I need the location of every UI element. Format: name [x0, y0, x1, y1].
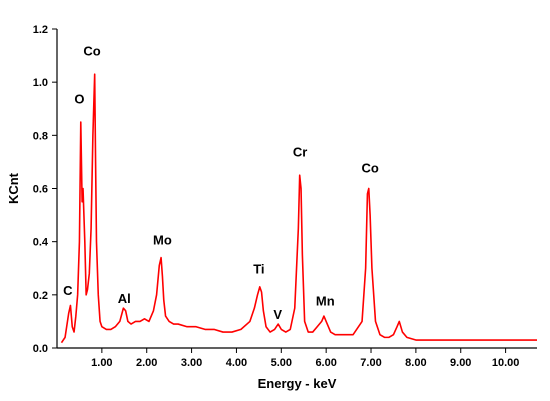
y-axis-ticks: 0.0 0.2 0.4 0.6 0.8 1.0 1.2	[33, 24, 57, 355]
x-tick-label: 5.00	[271, 357, 292, 369]
y-axis-title: KCnt	[6, 172, 21, 204]
x-tick-label: 2.00	[136, 357, 157, 369]
x-tick-label: 3.00	[181, 357, 202, 369]
peak-label-co: Co	[361, 161, 378, 176]
x-tick-label: 4.00	[226, 357, 247, 369]
y-tick-label: 0.4	[33, 237, 49, 249]
spectrum-line	[60, 73, 537, 344]
x-tick-label: 7.00	[360, 357, 381, 369]
peak-label-co: Co	[83, 44, 100, 59]
x-tick-label: 6.00	[315, 357, 336, 369]
x-tick-label: 10.00	[492, 357, 520, 369]
x-tick-label: 9.00	[450, 357, 471, 369]
y-tick-label: 0.8	[33, 130, 48, 142]
x-axis-ticks: 1.00 2.00 3.00 4.00 5.00 6.00 7.00 8.00 9.00 10.0…	[91, 348, 519, 369]
peak-label-c: C	[63, 283, 73, 298]
y-tick-label: 1.2	[33, 24, 48, 36]
peak-label-cr: Cr	[293, 145, 307, 160]
y-tick-label: 0.0	[33, 343, 48, 355]
y-tick-label: 0.6	[33, 184, 48, 196]
x-tick-label: 8.00	[405, 357, 426, 369]
peak-label-mn: Mn	[316, 293, 335, 308]
y-tick-label: 1.0	[33, 77, 48, 89]
peak-label-al: Al	[118, 291, 131, 306]
peak-label-o: O	[74, 91, 84, 106]
x-tick-label: 1.00	[91, 357, 112, 369]
peak-label-v: V	[273, 307, 282, 322]
y-tick-label: 0.2	[33, 290, 48, 302]
peak-labels: C O Co Al Mo Ti V Cr Mn Co	[63, 44, 379, 322]
peak-label-ti: Ti	[253, 262, 264, 277]
x-axis-title: Energy - keV	[258, 376, 337, 391]
peak-label-mo: Mo	[153, 232, 172, 247]
